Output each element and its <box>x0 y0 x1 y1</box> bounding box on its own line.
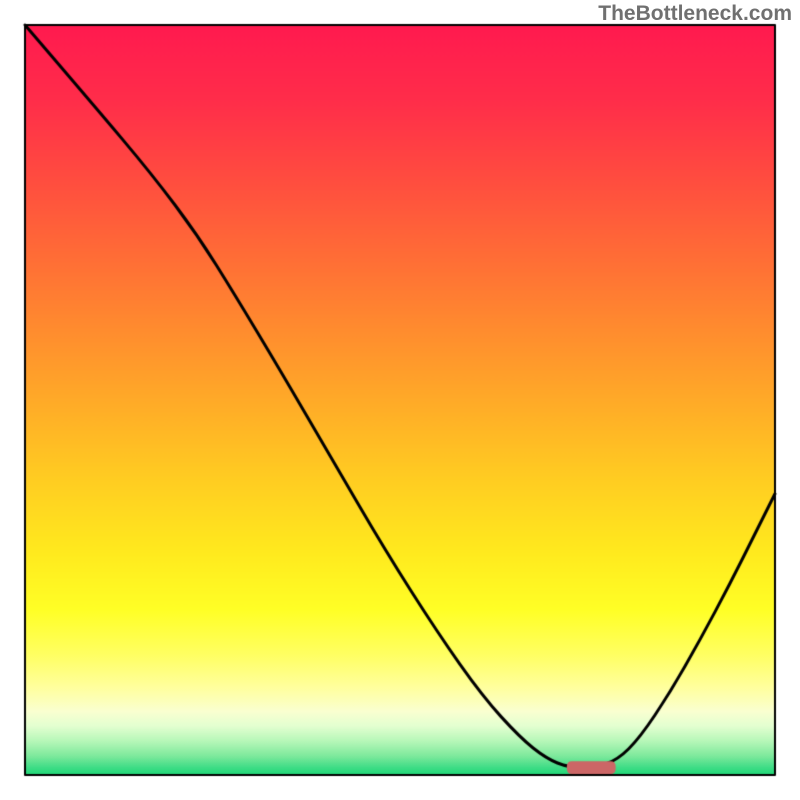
chart-container: TheBottleneck.com <box>0 0 800 800</box>
bottleneck-chart-canvas <box>0 0 800 800</box>
